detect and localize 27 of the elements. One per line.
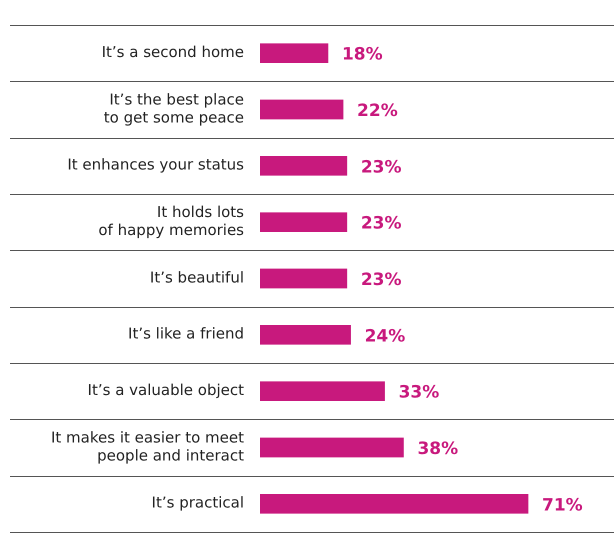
data-label: 24% [364, 326, 406, 346]
data-label: 18% [342, 44, 383, 65]
data-label: 23% [360, 157, 402, 178]
data-label: 71% [542, 495, 583, 516]
data-label: 33% [398, 382, 440, 403]
y-tick-label: It enhances your status [67, 156, 244, 174]
bar [260, 156, 348, 176]
y-tick-label: It’s a second home [102, 43, 244, 62]
bar [260, 100, 344, 120]
y-tick-label: It makes it easier to meet people and interact [50, 428, 244, 464]
data-label: 23% [360, 270, 402, 290]
data-label: 22% [357, 100, 398, 121]
data-label: 23% [360, 214, 402, 234]
y-tick-label: It’s beautiful [150, 268, 244, 286]
bar [260, 212, 348, 232]
y-tick-label: It’s practical [152, 494, 244, 512]
y-tick-label: It’s like a friend [128, 324, 244, 343]
y-tick-label: It holds lots of happy memories [98, 203, 244, 240]
y-tick-label: It’s the best place to get some peace [104, 90, 244, 126]
bar [260, 494, 528, 514]
bar [260, 268, 348, 288]
y-tick-label: It’s a valuable object [88, 381, 244, 400]
bar [260, 325, 351, 345]
bar [260, 381, 385, 401]
bar [260, 43, 328, 63]
data-label: 38% [417, 438, 458, 459]
bar [260, 438, 404, 458]
